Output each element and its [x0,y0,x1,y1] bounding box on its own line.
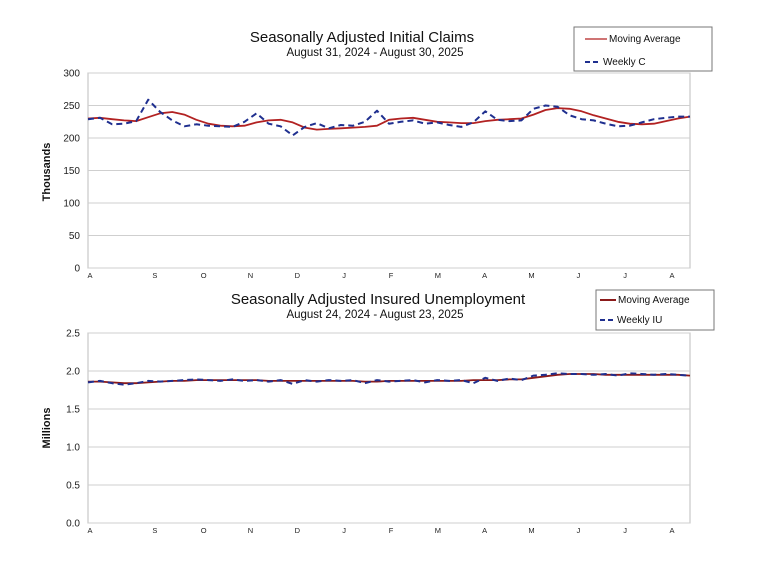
chart2-weekly-line [87,372,691,386]
chart2-x-tick-label: D [295,526,301,535]
chart1-ylabel: Thousands [41,143,53,202]
chart2-y-tick-label: 1.0 [66,443,80,454]
chart1-y-tick-label: 200 [63,134,80,145]
chart2-title: Seasonally Adjusted Insured Unemployment [231,291,526,308]
chart2-subtitle: August 24, 2024 - August 23, 2025 [286,309,463,321]
chart2-legend-ma: Moving Average [618,295,690,306]
chart1-x-tick-label: M [528,271,534,280]
chart1-legend: Moving Average Weekly C [573,26,713,72]
chart2-x-tick-label: J [576,526,580,535]
chart1-x-tick-label: A [482,271,487,280]
chart1-weekly-line [87,98,690,137]
chart1-x-tick-label: N [248,271,253,280]
chart1-legend-ma: Moving Average [609,34,681,45]
chart1-y-tick-label: 250 [63,101,80,112]
chart2-x-tick-label: A [87,526,92,535]
chart2-y-tick-label: 0.0 [66,519,80,530]
chart2-ylabel: Millions [41,408,53,449]
chart1-legend-weekly: Weekly C [603,57,646,68]
chart1-x-tick-label: D [295,271,301,280]
chart1-y-tick-label: 50 [69,231,81,242]
chart2-y-tick-label: 2.5 [66,329,80,340]
chart1-x-tick-label: O [201,271,207,280]
chart2-x-tick-label: J [623,526,627,535]
chart1-x-tick-label: S [152,271,157,280]
chart1-moving-average-line [87,107,691,131]
chart2-x-tick-label: N [248,526,253,535]
chart1-x-tick-label: J [576,271,580,280]
chart1-y-tick-label: 100 [63,199,80,210]
chart1-x-tick-label: M [435,271,441,280]
chart2-x-tick-label: F [389,526,394,535]
plot-layer: 0 50 100 150 200 250 300 A S O N D J F M A M J J A 0.0 0.5 1.0… [63,69,691,535]
chart2-x-tick-label: M [528,526,534,535]
chart1-subtitle: August 31, 2024 - August 30, 2025 [286,47,463,59]
chart2-x-tick-label: J [342,526,346,535]
chart2-y-tick-label: 2.0 [66,367,80,378]
chart2-x-tick-label: A [482,526,487,535]
chart2-legend: Moving Average Weekly IU [595,289,715,331]
chart2-legend-weekly: Weekly IU [617,315,662,326]
chart2-x-tick-label: A [669,526,674,535]
chart1-x-tick-label: A [669,271,674,280]
chart2-x-tick-label: S [152,526,157,535]
chart1-x-tick-label: J [342,271,346,280]
chart1-title: Seasonally Adjusted Initial Claims [250,29,474,46]
chart2-x-tick-label: M [435,526,441,535]
chart2-plot-area [87,332,691,524]
chart1-x-tick-label: J [623,271,627,280]
chart2-x-tick-label: O [201,526,207,535]
chart1-y-tick-label: 150 [63,166,80,177]
chart1-x-tick-label: A [87,271,92,280]
chart1-x-tick-label: F [389,271,394,280]
chart2-y-tick-label: 1.5 [66,405,80,416]
chart1-y-tick-label: 300 [63,69,80,80]
chart1-y-tick-label: 0 [74,264,80,275]
chart2-y-tick-label: 0.5 [66,481,80,492]
